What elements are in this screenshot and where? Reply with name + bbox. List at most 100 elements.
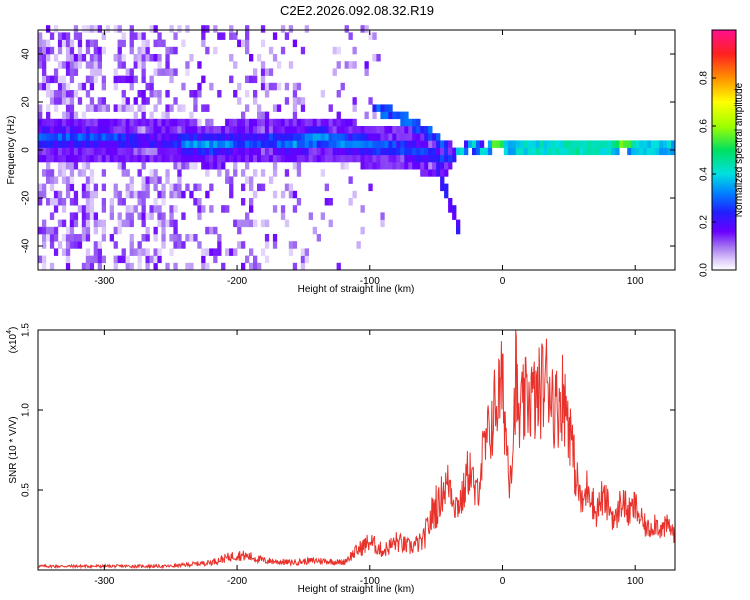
spectrogram-cell [105, 133, 110, 141]
spectrogram-cell [320, 118, 325, 127]
spectrogram-cell [61, 198, 67, 206]
spectrogram-cell [185, 133, 190, 141]
spectrogram-cell [619, 140, 624, 148]
spectrogram-cell [89, 75, 95, 84]
spectrogram-cell [225, 205, 230, 213]
spectrogram-cell [348, 147, 353, 156]
spectrogram-cell [237, 147, 242, 156]
spectrogram-cell [308, 154, 313, 163]
spectrogram-cell [352, 118, 357, 127]
spectrogram-cell [49, 133, 55, 141]
spectrogram-cell [73, 219, 79, 228]
spectrogram-cell [284, 82, 290, 91]
spectrogram-cell [448, 147, 453, 156]
spectrogram-cell [73, 162, 79, 170]
spectrogram-cell [531, 147, 536, 156]
spectrogram-cell [105, 140, 110, 148]
spectrogram-cell [253, 118, 258, 127]
spectrogram-cell [304, 147, 309, 156]
spectrogram-cell [85, 219, 91, 228]
spectrogram-cell [217, 162, 222, 170]
spectrogram-cell [173, 162, 178, 170]
spectrogram-cell [241, 183, 246, 192]
spectrogram-cell [416, 126, 421, 134]
spectrogram-cell [57, 162, 63, 170]
spectrogram-cell [368, 97, 373, 105]
spectrogram-cell [428, 147, 433, 156]
spectrogram-cell [444, 169, 449, 177]
spectrogram-cell [193, 198, 198, 206]
spectrogram-cell [77, 32, 83, 40]
spectrogram-cell [113, 183, 118, 192]
spectrogram-cell [268, 140, 274, 148]
spectrogram-cell [117, 212, 122, 220]
spectrogram-cell [280, 205, 286, 213]
snr-y-ticks: 0.51.01.5 [21, 323, 675, 497]
spectrogram-cell [663, 140, 668, 148]
spectrogram-cell [46, 176, 51, 184]
spectrogram-cell [65, 118, 71, 127]
spectrogram-cell [53, 198, 59, 206]
spectrogram-cell [61, 234, 67, 242]
spectrogram-cell [300, 140, 306, 148]
spectrogram-cell [49, 212, 55, 220]
spectrogram-cell [85, 61, 91, 69]
spectrogram-cell [420, 126, 425, 134]
spectrogram-cell [173, 97, 178, 105]
spectrogram-cell [93, 219, 98, 228]
spectrogram-cell [69, 46, 75, 55]
spectrogram-cell [292, 140, 298, 148]
spectrogram-cell [65, 234, 71, 242]
spectrogram-cell [245, 133, 250, 141]
spectrogram-cell [42, 140, 47, 148]
spectrogram-cell [101, 75, 106, 84]
spectrogram-cell [360, 205, 365, 213]
spectrogram-cell [292, 97, 298, 105]
spectrogram-cell [408, 126, 413, 134]
spectrogram-cell [201, 39, 206, 48]
spectrogram-cell [81, 140, 87, 148]
spectrogram-cell [42, 226, 47, 235]
spectrogram-cell [392, 154, 397, 163]
spectrogram-cell [372, 111, 377, 120]
spectrogram-cell [97, 126, 102, 134]
spectrogram-cell [153, 198, 158, 206]
spectrogram-cell [372, 126, 377, 134]
x-tick-label: 100 [627, 576, 644, 587]
spectrogram-cell [89, 262, 95, 271]
spectrogram-cell [205, 162, 210, 170]
spectrogram-cell [352, 133, 357, 141]
spectrogram-cell [229, 75, 234, 84]
spectrogram-cell [57, 133, 63, 141]
spectrogram-cell [137, 118, 142, 127]
spectrogram-cell [452, 212, 457, 220]
spectrogram-cell [428, 169, 433, 177]
spectrogram-cell [396, 126, 401, 134]
spectrogram-cell [225, 248, 230, 256]
spectrogram-cell [300, 147, 306, 156]
spectrogram-cell [153, 90, 158, 98]
spectrogram-cell [241, 111, 246, 120]
spectrogram-cell [193, 183, 198, 192]
spectrogram-cell [101, 97, 106, 105]
spectrogram-cell [336, 61, 341, 69]
spectrogram-cell [280, 212, 286, 220]
spectrogram-cell [579, 140, 584, 148]
spectrogram-cell [141, 190, 146, 199]
spectrogram-cell [551, 140, 556, 148]
spectrogram-cell [73, 241, 79, 249]
spectrogram-cell [121, 133, 126, 141]
spectrogram-cell [547, 140, 552, 148]
spectrogram-cell [89, 190, 95, 199]
spectrogram-cell [89, 25, 95, 33]
spectrogram-cell [177, 234, 182, 242]
spectrogram-cell [129, 147, 134, 156]
spectrogram-cell [404, 154, 409, 163]
spectrogram-cell [61, 205, 67, 213]
spectrogram-cell [129, 205, 134, 213]
spectrogram-cell [113, 118, 118, 127]
spectrogram-cell [65, 104, 71, 112]
spectrogram-cell [69, 68, 75, 76]
spectrogram-cell [213, 248, 218, 256]
spectrogram-cell [257, 140, 262, 148]
